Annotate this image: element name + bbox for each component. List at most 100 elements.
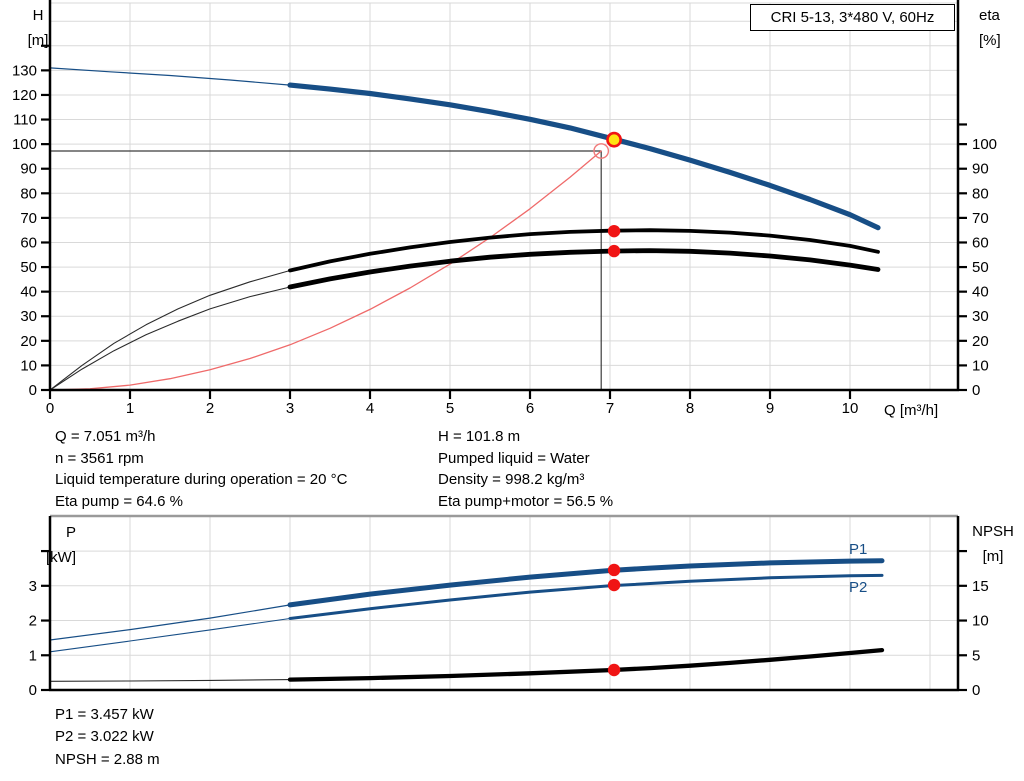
svg-text:70: 70 [20, 210, 37, 227]
svg-text:30: 30 [972, 308, 989, 325]
svg-text:60: 60 [972, 234, 989, 251]
h-axis-caption-unit: [m] [27, 32, 49, 49]
svg-text:80: 80 [20, 185, 37, 202]
svg-text:40: 40 [972, 284, 989, 301]
operating-data-left: Q = 7.051 m³/h n = 3561 rpm Liquid tempe… [55, 426, 347, 512]
svg-text:1: 1 [126, 400, 134, 417]
eta-pump-value: Eta pump = 64.6 % [55, 492, 183, 510]
svg-text:60: 60 [20, 234, 37, 251]
svg-text:70: 70 [972, 210, 989, 227]
svg-text:90: 90 [20, 161, 37, 178]
svg-text:6: 6 [526, 400, 534, 417]
p-axis-caption-unit: [kW] [46, 549, 76, 566]
npsh-curve [287, 647, 885, 682]
eta-axis-caption-symbol: eta [979, 7, 1000, 24]
svg-text:40: 40 [20, 284, 37, 301]
svg-text:8: 8 [686, 400, 694, 417]
duty-point-guides [50, 150, 602, 390]
p2-curve [288, 573, 884, 620]
h-axis-caption-symbol: H [32, 7, 44, 24]
p1-value: P1 = 3.457 kW [55, 706, 154, 723]
svg-text:5: 5 [446, 400, 454, 417]
svg-text:3: 3 [29, 578, 37, 595]
npsh-axis-caption-symbol: NPSH [972, 523, 1014, 540]
p2-curve-label: P2 [849, 579, 868, 596]
power-npsh-data: P1 = 3.457 kW P2 = 3.022 kW NPSH = 2.88 … [55, 704, 160, 771]
npsh-curve-reserve [49, 679, 291, 682]
svg-text:9: 9 [766, 400, 774, 417]
pumped-liquid-value: Pumped liquid = Water [438, 449, 590, 467]
power-npsh-chart-grid [50, 514, 958, 690]
npsh-marker [607, 663, 621, 677]
h-axis-caption: H [m] [20, 3, 56, 53]
head-curve-reserve [49, 67, 291, 86]
svg-text:20: 20 [972, 333, 989, 350]
speed-value: n = 3561 rpm [55, 449, 144, 467]
svg-text:3: 3 [286, 400, 294, 417]
svg-text:0: 0 [972, 382, 980, 399]
svg-text:2: 2 [29, 613, 37, 630]
svg-text:5: 5 [972, 647, 980, 664]
svg-text:0: 0 [29, 682, 37, 699]
svg-text:50: 50 [972, 259, 989, 276]
qh-eta-chart-axes: 0102030405060708090100110120130010203040… [12, 0, 997, 417]
eta-pump-motor-value: Eta pump+motor = 56.5 % [438, 492, 614, 510]
p-axis-caption: P [kW] [10, 520, 76, 570]
flow-value: Q = 7.051 m³/h [55, 428, 156, 445]
head-value: H = 101.8 m [438, 428, 521, 445]
svg-text:4: 4 [366, 400, 374, 417]
p2-curve-reserve [49, 617, 291, 653]
npsh-axis-caption: NPSH [m] [964, 519, 1022, 569]
svg-text:100: 100 [12, 136, 37, 153]
svg-text:15: 15 [972, 578, 989, 595]
liquid-temperature-value: Liquid temperature during operation = 20… [55, 471, 348, 489]
svg-text:90: 90 [972, 161, 989, 178]
npsh-axis-caption-unit: [m] [982, 548, 1004, 565]
svg-text:30: 30 [20, 308, 37, 325]
svg-text:120: 120 [12, 87, 37, 104]
qh-eta-chart-grid [50, 2, 958, 390]
eta-pump-reserve [49, 269, 291, 391]
svg-text:10: 10 [20, 357, 37, 374]
svg-text:1: 1 [29, 647, 37, 664]
pump-model-title: CRI 5-13, 3*480 V, 60Hz [750, 4, 955, 31]
svg-text:130: 130 [12, 62, 37, 79]
svg-text:100: 100 [972, 136, 997, 153]
operating-point-marker[interactable] [606, 131, 622, 148]
operating-data-right: H = 101.8 m Pumped liquid = Water Densit… [438, 426, 613, 512]
power-npsh-chart-axes: 0 1 2 3 0 5 10 15 [29, 516, 989, 699]
svg-text:20: 20 [20, 333, 37, 350]
eta-pump-motor-curve [287, 248, 881, 290]
svg-text:10: 10 [972, 613, 989, 630]
eta-pump-marker [607, 224, 621, 238]
svg-text:110: 110 [13, 112, 37, 129]
p1-curve-reserve [49, 604, 291, 641]
eta-axis-caption: eta [%] [979, 3, 1001, 53]
qh-eta-chart: 0102030405060708090100110120130010203040… [12, 0, 997, 417]
svg-text:10: 10 [972, 357, 989, 374]
svg-text:0: 0 [972, 682, 980, 699]
p1-curve-label: P1 [849, 541, 868, 558]
density-value: Density = 998.2 kg/m³ [438, 471, 585, 489]
eta-pump-curve [288, 228, 880, 273]
p-axis-caption-symbol: P [65, 524, 76, 541]
system-curve [49, 150, 602, 391]
p1-marker [607, 563, 621, 577]
svg-text:7: 7 [606, 400, 614, 417]
svg-text:80: 80 [972, 185, 989, 202]
npsh-value: NPSH = 2.88 m [55, 750, 160, 768]
power-npsh-chart: 0 1 2 3 0 5 10 15 [29, 514, 989, 699]
p2-marker [607, 578, 621, 592]
svg-text:50: 50 [20, 259, 37, 276]
svg-text:0: 0 [46, 400, 54, 417]
head-curve [287, 82, 881, 231]
duty-point-marker [593, 143, 610, 159]
q-axis-caption: Q [m³/h] [884, 402, 939, 419]
svg-text:0: 0 [29, 382, 37, 399]
p1-curve [287, 558, 885, 608]
svg-text:10: 10 [842, 400, 859, 417]
svg-text:2: 2 [206, 400, 214, 417]
eta-axis-caption-unit: [%] [979, 32, 1001, 49]
